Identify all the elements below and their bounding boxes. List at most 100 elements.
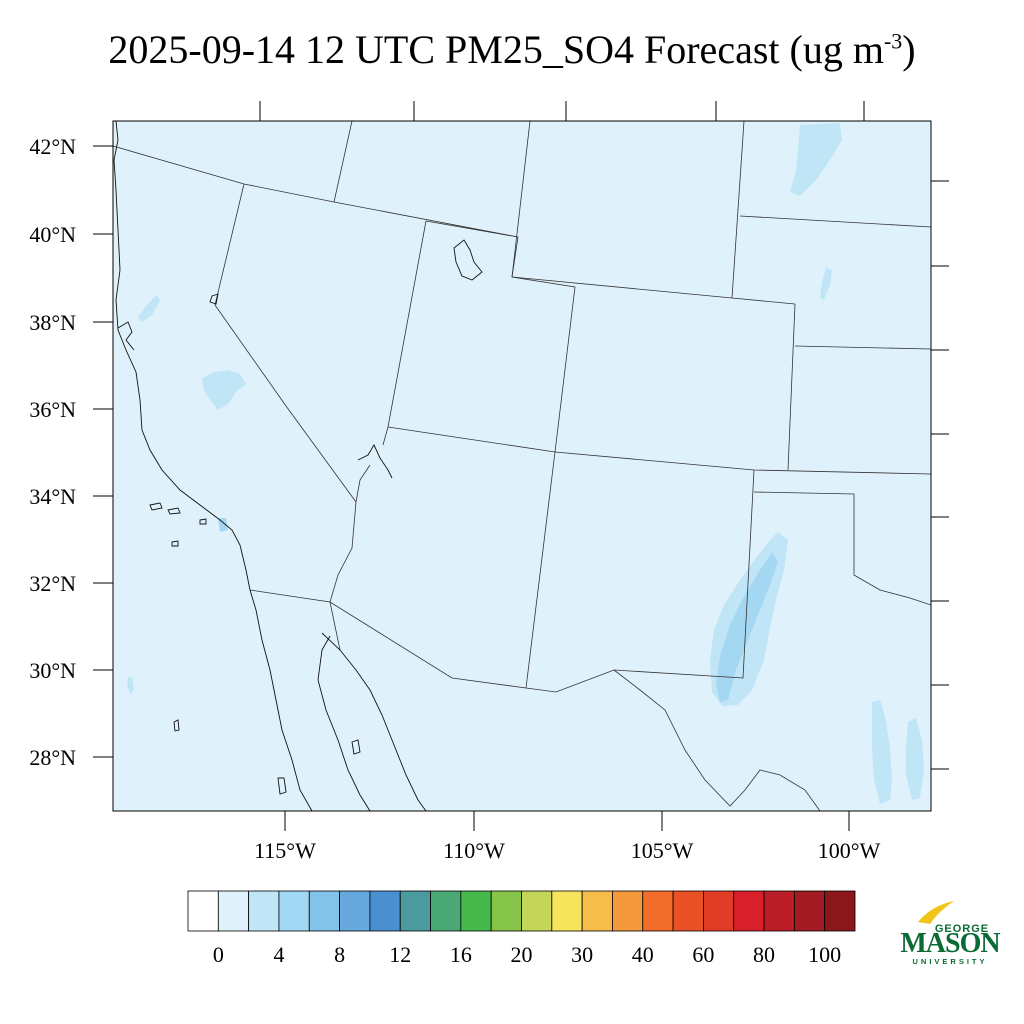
gmu-logo: GEORGE MASON UNIVERSITY (900, 901, 1001, 966)
lat-tick-label: 32°N (29, 571, 76, 596)
colorbar-label: 0 (213, 942, 224, 967)
colorbar-swatch (490, 890, 522, 932)
lon-tick-label: 100°W (818, 838, 881, 863)
colorbar-swatch (521, 890, 553, 932)
logo-swoosh (918, 901, 954, 924)
lat-tick-label: 38°N (29, 310, 76, 335)
bay-sf (117, 321, 135, 351)
title-superscript: -3 (883, 28, 903, 54)
colorbar-swatch (308, 890, 340, 932)
concentration-field (127, 123, 924, 804)
border-ok-tx (753, 491, 931, 606)
colorbar-swatch (581, 890, 613, 932)
field-patch-nebraska (820, 268, 832, 300)
coastlines (113, 121, 483, 811)
colorbar-label: 80 (753, 942, 775, 967)
border-wy-ne (731, 121, 745, 299)
border-az-ca (329, 501, 357, 603)
colorbar-swatch (430, 890, 462, 932)
logo-line1: GEORGE (935, 923, 989, 935)
border-ca-nv (214, 183, 357, 503)
channel-island-2 (167, 507, 181, 515)
channel-island-1 (149, 502, 163, 511)
colorbar-swatch (763, 890, 795, 932)
colorbar-label: 4 (273, 942, 284, 967)
border-ut-co (425, 220, 576, 453)
channel-island-3 (199, 518, 207, 525)
colorbar-swatch (369, 890, 401, 932)
lon-tick-label: 105°W (631, 838, 694, 863)
colorbar-label: 100 (808, 942, 841, 967)
map-content (113, 121, 931, 811)
field-patch-la (218, 518, 228, 532)
colorbar-label: 30 (571, 942, 593, 967)
border-ut-wy (511, 121, 531, 278)
field-patch-tx-east-2 (906, 718, 924, 800)
lat-tick-label: 30°N (29, 658, 76, 683)
colorbar (187, 890, 856, 932)
colorbar-swatch (248, 890, 280, 932)
map-title: 2025-09-14 12 UTC PM25_SO4 Forecast (ug … (0, 26, 1024, 73)
colorbar-swatch (703, 890, 735, 932)
colorbar-label: 60 (692, 942, 714, 967)
colorbar-label: 20 (511, 942, 533, 967)
border-id-nv (333, 121, 353, 203)
logo-line2: MASON (900, 928, 1000, 959)
lake-tahoe (209, 293, 219, 305)
border-ks-ne (794, 345, 931, 350)
logo-line3: UNIVERSITY (912, 957, 987, 966)
colorbar-swatch (460, 890, 492, 932)
border-baja-sonora (329, 601, 341, 651)
field-patch-nm-core (716, 552, 778, 702)
colorbar-swatch (824, 890, 856, 932)
border-az-nm (525, 451, 556, 689)
top-tick-marks (259, 101, 865, 121)
cedros-island (277, 777, 287, 795)
coast-california (113, 121, 313, 811)
map-frame (112, 120, 932, 812)
colorbar-label: 16 (450, 942, 472, 967)
title-close: ) (902, 27, 916, 72)
border-four-corners (387, 426, 931, 475)
field-patch-nevada (202, 370, 246, 410)
colorbar-label: 40 (632, 942, 654, 967)
lat-tick-label: 42°N (29, 134, 76, 159)
border-rio-grande (613, 669, 821, 811)
field-patch-baja-coast (127, 676, 134, 694)
colorbar-swatch (551, 890, 583, 932)
great-salt-lake (453, 239, 483, 281)
field-patch-tx-east-1 (872, 700, 892, 804)
colorbar-swatch (278, 890, 310, 932)
political-borders (113, 121, 931, 811)
colorbar-swatch (187, 890, 219, 932)
map-background (113, 121, 931, 811)
colorbar-swatch (217, 890, 250, 932)
border-sd-ne (739, 215, 931, 228)
lon-tick-label: 115°W (254, 838, 316, 863)
colorbar-swatch (793, 890, 826, 932)
border-lower-colorado (355, 464, 371, 503)
lat-tick-label: 36°N (29, 397, 76, 422)
lake-mead (357, 444, 393, 479)
field-patch-california-coast (138, 295, 160, 322)
colorbar-label: 12 (389, 942, 411, 967)
title-text: 2025-09-14 12 UTC PM25_SO4 Forecast (ug … (108, 27, 884, 72)
channel-island-4 (171, 540, 179, 547)
guadalupe-island (173, 719, 180, 732)
lat-tick-label: 34°N (29, 484, 76, 509)
field-patch-wyoming (790, 123, 842, 196)
lon-tick-label: 110°W (443, 838, 505, 863)
border-or-ca-nv (113, 145, 519, 238)
colorbar-swatch (339, 890, 371, 932)
latitude-axis: 42°N 40°N 38°N 36°N 34°N 32°N 30°N 28°N (29, 134, 113, 770)
border-ks-co (787, 303, 796, 471)
colorbar-swatch (733, 890, 765, 932)
colorbar-labels: 0 4 8 12 16 20 30 40 60 80 100 (213, 942, 841, 967)
right-tick-marks (931, 180, 949, 770)
colorbar-swatch (612, 890, 644, 932)
coast-baja-east (317, 635, 371, 811)
longitude-axis: 115°W 110°W 105°W 100°W (254, 811, 881, 863)
lat-tick-label: 28°N (29, 745, 76, 770)
island-gulf (351, 739, 361, 755)
